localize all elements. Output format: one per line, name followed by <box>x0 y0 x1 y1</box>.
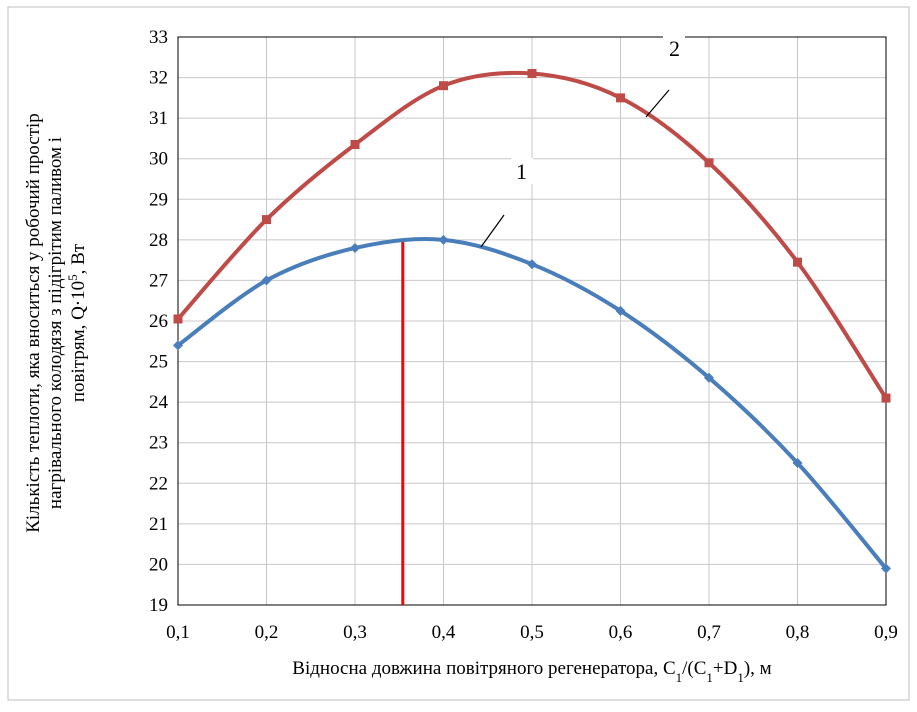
x-tick-label: 0,2 <box>255 622 279 643</box>
x-tick-label: 0,4 <box>432 622 456 643</box>
y-axis-title-line-1: Кількість теплоти, яка вноситься у робоч… <box>23 113 44 533</box>
series-2-point <box>616 93 625 102</box>
series-2-point <box>705 158 714 167</box>
y-axis-title-line-2: нагрівального колодязя з підігрітим пали… <box>45 137 66 509</box>
x-tick-label: 0,6 <box>609 622 633 643</box>
y-tick-label: 29 <box>149 189 168 210</box>
y-tick-label: 32 <box>149 68 168 89</box>
series-2-point <box>882 394 891 403</box>
series-tag-2-label: 2 <box>669 36 680 61</box>
y-tick-label: 20 <box>149 554 168 575</box>
chart-border <box>8 7 909 700</box>
x-tick-label: 0,7 <box>697 622 721 643</box>
x-tick-label: 0,1 <box>166 622 190 643</box>
x-tick-label: 0,5 <box>520 622 544 643</box>
series-2-point <box>174 314 183 323</box>
y-axis-title-line-3: повітрям, Q·105, Вт <box>65 243 90 402</box>
y-tick-label: 23 <box>149 433 168 454</box>
y-tick-label: 22 <box>149 473 168 494</box>
series-2-point <box>262 215 271 224</box>
y-tick-label: 30 <box>149 149 168 170</box>
y-tick-label: 26 <box>149 311 168 332</box>
y-tick-label: 33 <box>149 27 168 48</box>
x-tick-label: 0,9 <box>874 622 898 643</box>
series-2-point <box>351 140 360 149</box>
x-tick-label: 0,8 <box>786 622 810 643</box>
series-tag-1-label: 1 <box>516 159 527 184</box>
series-2-point <box>528 69 537 78</box>
x-tick-label: 0,3 <box>343 622 367 643</box>
y-tick-label: 21 <box>149 514 168 535</box>
y-tick-label: 25 <box>149 352 168 373</box>
y-tick-label: 19 <box>149 595 168 616</box>
y-tick-label: 24 <box>149 392 169 413</box>
y-tick-label: 31 <box>149 108 168 129</box>
y-tick-label: 27 <box>149 270 168 291</box>
series-2-point <box>793 258 802 267</box>
series-2-point <box>439 81 448 90</box>
y-tick-label: 28 <box>149 230 168 251</box>
